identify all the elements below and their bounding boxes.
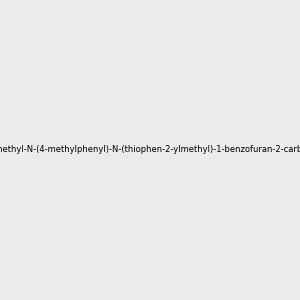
Text: 3,4,6-trimethyl-N-(4-methylphenyl)-N-(thiophen-2-ylmethyl)-1-benzofuran-2-carbox: 3,4,6-trimethyl-N-(4-methylphenyl)-N-(th… bbox=[0, 146, 300, 154]
